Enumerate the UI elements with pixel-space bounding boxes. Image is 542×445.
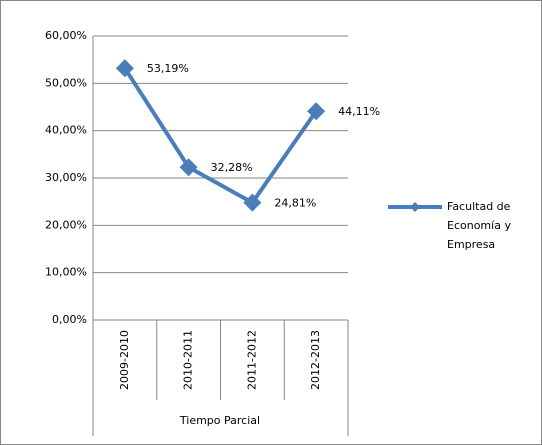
data-label: 44,11% <box>338 105 380 118</box>
legend-marker <box>410 202 420 212</box>
y-tick-label: 20,00% <box>45 218 87 231</box>
x-tick-label: 2009-2010 <box>118 330 131 390</box>
series-line <box>123 67 318 205</box>
y-tick-label: 60,00% <box>45 29 87 42</box>
x-tick-label: 2011-2012 <box>245 330 258 390</box>
legend-label: Facultad de Economía y Empresa <box>447 200 511 251</box>
x-tick-label: 2010-2011 <box>182 330 195 390</box>
data-label: 24,81% <box>274 197 316 210</box>
x-tick-label: 2012-2013 <box>309 330 322 390</box>
y-tick-label: 30,00% <box>45 171 87 184</box>
data-label: 53,19% <box>147 62 189 75</box>
x-axis-label: Tiempo Parcial <box>179 414 260 427</box>
y-tick-label: 0,00% <box>52 313 87 326</box>
y-tick-label: 40,00% <box>45 124 87 137</box>
data-point <box>115 59 134 78</box>
data-point <box>243 193 262 212</box>
data-point <box>307 102 326 121</box>
data-point <box>179 158 198 177</box>
data-label: 32,28% <box>211 161 253 174</box>
y-tick-label: 10,00% <box>45 266 87 279</box>
y-tick-label: 50,00% <box>45 76 87 89</box>
